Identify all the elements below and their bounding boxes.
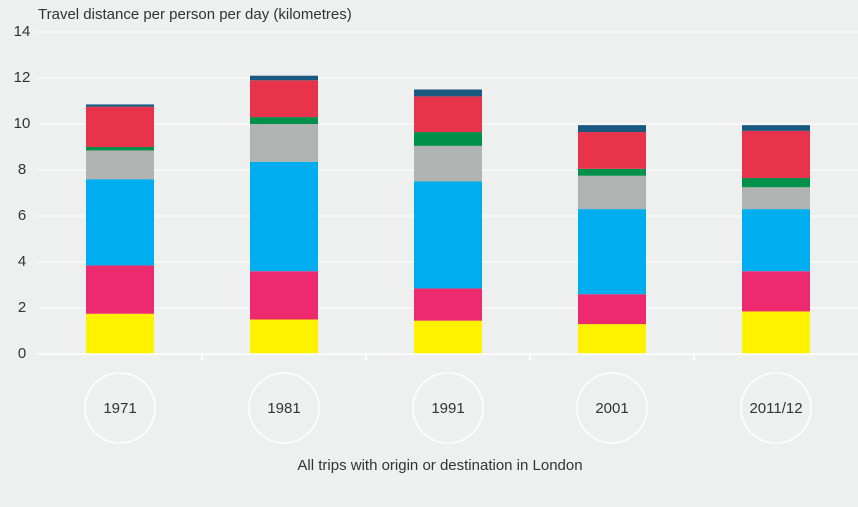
bar-segment	[250, 75, 318, 81]
bar-segment	[742, 125, 810, 131]
y-tick-label: 2	[18, 299, 26, 316]
y-tick-label: 12	[14, 69, 31, 86]
x-tick-label: 2011/12	[749, 400, 802, 417]
y-tick-label: 6	[18, 207, 26, 224]
bar-segment	[250, 271, 318, 320]
bar-segment	[578, 125, 646, 133]
y-tick-label: 0	[18, 345, 26, 362]
bar-segment	[250, 161, 318, 272]
bar-segment	[86, 265, 154, 314]
category-circle	[576, 372, 648, 444]
bar-segment	[578, 132, 646, 169]
bar-segment	[742, 187, 810, 210]
x-tick-label: 1971	[103, 400, 136, 417]
y-tick-label: 14	[14, 23, 31, 40]
caption: All trips with origin or destination in …	[297, 457, 582, 474]
bar-segment	[250, 124, 318, 162]
y-tick-label: 8	[18, 161, 26, 178]
x-tick-label: 1991	[431, 400, 464, 417]
bar-segment	[414, 96, 482, 133]
bar-segment	[742, 209, 810, 272]
bar-segment	[414, 132, 482, 146]
y-tick-label: 10	[14, 115, 31, 132]
bar-segment	[86, 104, 154, 107]
category-circle	[84, 372, 156, 444]
bar-segment	[414, 181, 482, 289]
bar-segment	[86, 147, 154, 151]
bar-segment	[742, 130, 810, 179]
bar-segment	[414, 89, 482, 97]
category-circle	[248, 372, 320, 444]
category-circle	[412, 372, 484, 444]
bar-segment	[86, 179, 154, 266]
bar-segment	[414, 320, 482, 354]
chart-title: Travel distance per person per day (kilo…	[38, 6, 352, 23]
bar-segment	[578, 168, 646, 176]
bar-segment	[742, 271, 810, 312]
bar-segment	[250, 80, 318, 118]
bar-segment	[250, 117, 318, 124]
y-tick-label: 4	[18, 253, 26, 270]
bar-segment	[578, 294, 646, 325]
bar-segment	[578, 209, 646, 295]
bar-segment	[86, 150, 154, 180]
bar-segment	[86, 313, 154, 354]
bar-segment	[250, 319, 318, 354]
bar-segment	[578, 175, 646, 210]
bar-segment	[742, 178, 810, 188]
x-tick-label: 1981	[267, 400, 300, 417]
bar-segment	[86, 106, 154, 147]
bar-segment	[578, 324, 646, 354]
category-circle	[740, 372, 812, 444]
bar-segment	[414, 145, 482, 182]
bar-segment	[742, 311, 810, 354]
x-tick-label: 2001	[595, 400, 628, 417]
bar-segment	[414, 288, 482, 321]
